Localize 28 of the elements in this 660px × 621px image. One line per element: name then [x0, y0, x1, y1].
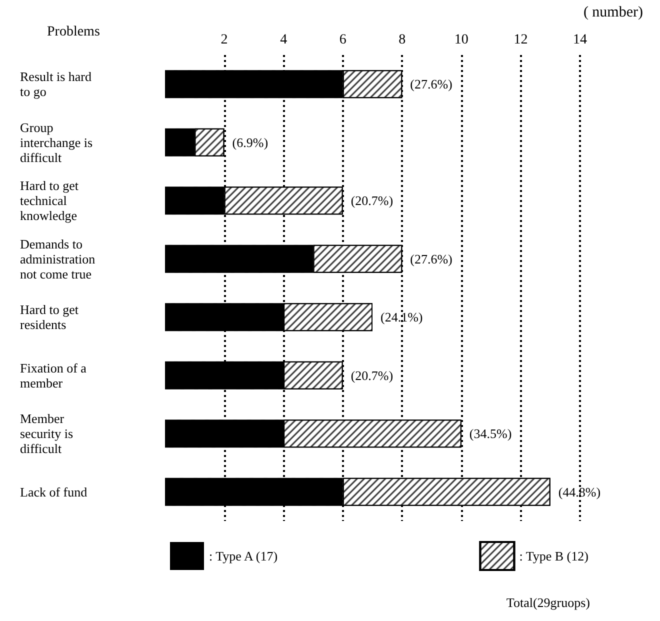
y-tick-label: Hard to get technical knowledge — [20, 178, 79, 224]
annotation: (27.6%) — [410, 76, 452, 92]
annotation: (24.1%) — [380, 310, 423, 325]
y-tick-label: Hard to get residents — [20, 302, 79, 332]
legend-label: : Type A (17) — [209, 548, 278, 564]
y-tick-label: Fixation of a member — [20, 360, 87, 390]
text: Total(29gruops) — [506, 595, 590, 610]
annotation: (6.9%) — [232, 134, 268, 150]
legend-label: : Type B (12) — [519, 548, 588, 564]
y-tick-label: Result is hard to go — [20, 69, 92, 100]
annotation: (34.5%) — [469, 426, 512, 442]
y-tick-label: Lack of fund — [20, 484, 88, 500]
annotation: (44.8%) — [558, 484, 601, 500]
x-tick-label: 2 — [220, 32, 228, 48]
y-axis-title: Problems — [47, 24, 100, 40]
x-tick-label: 14 — [573, 32, 587, 48]
y-tick-label: Demands to administration not come true — [20, 236, 96, 282]
x-tick-label: 10 — [454, 32, 468, 48]
y-tick-label: Group interchange is difficult — [20, 120, 93, 165]
x-axis-title: ( number) — [583, 4, 644, 20]
x-tick-label: 12 — [514, 32, 528, 48]
x-tick-label: 6 — [339, 32, 346, 48]
x-tick-label: 4 — [280, 32, 288, 48]
annotation: (20.7%) — [350, 193, 394, 208]
x-tick-label: 8 — [398, 32, 406, 48]
annotation: (20.7%) — [350, 368, 394, 383]
annotation: (27.6%) — [410, 251, 452, 266]
y-tick-label: Member security is difficult — [20, 411, 74, 456]
